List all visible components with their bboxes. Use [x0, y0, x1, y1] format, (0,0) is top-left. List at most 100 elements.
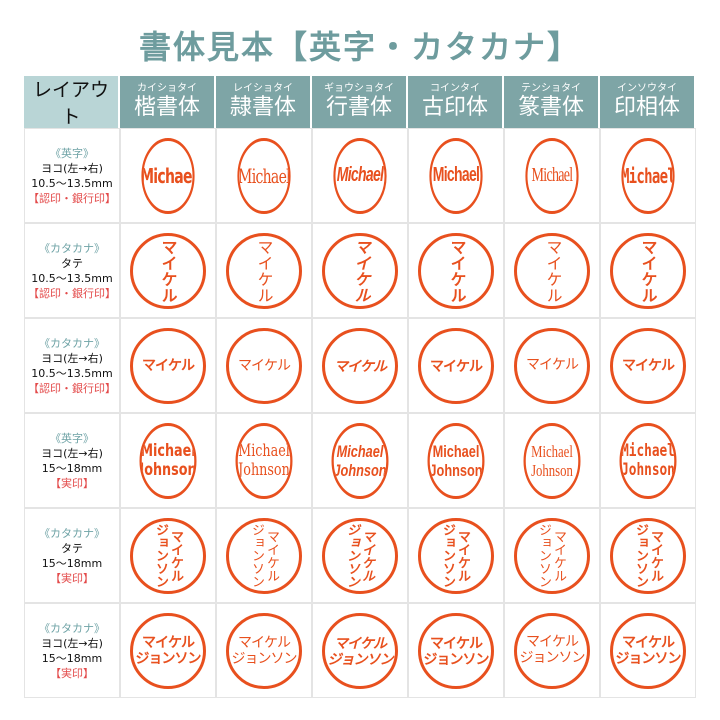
stamp-line: マイケル [334, 634, 387, 651]
stamp-line: マイケル [142, 634, 195, 651]
row-label: 《英字》 ヨコ(左→右) 10.5〜13.5mm 【認印・銀行印】 [24, 128, 120, 223]
sample-cell: Michael Johnson [216, 413, 312, 508]
sample-cell: マイケル ジョンソン [408, 603, 504, 698]
sample-cell: マイケル [120, 318, 216, 413]
stamp-sample: Michael [141, 137, 195, 214]
stamp-text: Michael Johnson [139, 440, 197, 480]
row-direction: ヨコ(左→右) [41, 636, 103, 650]
stamp-sample: マイケル [322, 232, 398, 309]
stamp-line: Johnson [621, 459, 675, 480]
row-use: 【実印】 [50, 666, 94, 680]
header-font-6: インソウタイ 印相体 [600, 76, 696, 128]
stamp-line: Johnson [333, 460, 387, 480]
sample-cell: マイケル [216, 318, 312, 413]
sample-cell: マイケル ジョンソン [600, 603, 696, 698]
row-label: 《カタカナ》 タテ 10.5〜13.5mm 【認印・銀行印】 [24, 223, 120, 318]
row-label: 《カタカナ》 ヨコ(左→右) 15〜18mm 【実印】 [24, 603, 120, 698]
stamp-text: Michael [531, 164, 574, 186]
stamp-line: Johnson [429, 460, 483, 480]
sample-cell: Michael Johnson [600, 413, 696, 508]
row-label: 《英字》 ヨコ(左→右) 15〜18mm 【実印】 [24, 413, 120, 508]
row-use: 【実印】 [50, 571, 94, 585]
stamp-line: ジョンソン [231, 650, 298, 667]
row-label: 《カタカナ》 タテ 15〜18mm 【実印】 [24, 508, 120, 603]
font-name: 篆書体 [517, 95, 584, 120]
stamp-text: Michael [336, 164, 384, 186]
stamp-sample: マイケル [130, 327, 206, 404]
sample-cell: Michael Johnson [504, 413, 600, 508]
sample-cell: マイケル [216, 223, 312, 318]
stamp-line: マイケル [552, 529, 567, 582]
sample-cell: マイケル [408, 318, 504, 413]
row-use: 【実印】 [50, 476, 94, 490]
stamp-text: マイケル ジョンソン [327, 634, 394, 667]
stamp-sample: Michael [621, 137, 675, 214]
stamp-text: Michael [621, 163, 675, 188]
sample-cell: マイケル [312, 318, 408, 413]
row-direction: タテ [61, 256, 83, 270]
stamp-text: マイケル [334, 357, 387, 374]
stamp-line: マイケル [264, 529, 279, 582]
sample-cell: Michael Johnson [408, 413, 504, 508]
stamp-line: ジョンソン [249, 523, 264, 588]
stamp-text: マイケル [430, 357, 483, 374]
row-script: 《英字》 [50, 146, 94, 160]
header-layout: レイアウト [24, 76, 120, 128]
stamp-sample: マイケル [226, 327, 302, 404]
stamp-line: Johnson [238, 459, 290, 480]
stamp-sample: Michael Johnson [427, 422, 485, 499]
font-name: 行書体 [325, 95, 392, 120]
stamp-text: マイケル ジョンソン [633, 523, 663, 588]
row-size: 10.5〜13.5mm [31, 271, 113, 285]
sample-cell: マイケル ジョンソン [312, 603, 408, 698]
header-font-3: ギョウショタイ 行書体 [312, 76, 408, 128]
stamp-sample: マイケル [514, 327, 590, 404]
font-kana: インソウタイ [617, 83, 677, 94]
stamp-line: Michael [621, 440, 675, 461]
stamp-sample: Michael [429, 137, 483, 214]
sample-cell: マイケル ジョンソン [216, 603, 312, 698]
stamp-line: ジョンソン [537, 523, 552, 588]
sample-cell: Michael Johnson [120, 413, 216, 508]
stamp-sample: Michael Johnson [331, 422, 389, 499]
stamp-line: マイケル [526, 634, 579, 650]
row-size: 10.5〜13.5mm [31, 176, 113, 190]
stamp-line: マイケル [168, 529, 183, 582]
font-kana: レイショタイ [233, 83, 293, 94]
sample-cell: Michael [312, 128, 408, 223]
row-size: 15〜18mm [41, 556, 103, 570]
stamp-text: Michael Johnson [531, 442, 573, 480]
stamp-line: マイケル [648, 529, 663, 582]
stamp-line: ジョンソン [327, 650, 394, 667]
stamp-sample: マイケル ジョンソン [514, 612, 590, 689]
stamp-sample: マイケル [418, 232, 494, 309]
stamp-sample: マイケル ジョンソン [226, 612, 302, 689]
sample-cell: Michael [504, 128, 600, 223]
header-font-4: コインタイ 古印体 [408, 76, 504, 128]
sample-cell: マイケル [600, 223, 696, 318]
stamp-line: Michael [140, 440, 196, 461]
stamp-text: Michael Johnson [429, 442, 483, 480]
stamp-text: マイケル ジョンソン [249, 523, 279, 588]
stamp-text: マイケル ジョンソン [153, 523, 183, 588]
stamp-sample: マイケル ジョンソン [322, 612, 398, 689]
stamp-sample: Michael [333, 137, 387, 214]
row-script: 《英字》 [50, 431, 94, 445]
sample-cell: マイケル [120, 223, 216, 318]
stamp-text: マイケル ジョンソン [231, 635, 298, 667]
stamp-sample: マイケル ジョンソン [418, 517, 494, 594]
header-font-5: テンショタイ 篆書体 [504, 76, 600, 128]
sample-cell: Michael [216, 128, 312, 223]
stamp-text: Michael [141, 163, 195, 188]
stamp-line: マイケル [360, 529, 375, 582]
stamp-sample: マイケル [610, 232, 686, 309]
stamp-line: ジョンソン [441, 523, 456, 588]
stamp-text: マイケル ジョンソン [616, 635, 682, 667]
stamp-sample: マイケル ジョンソン [226, 517, 302, 594]
row-script: 《カタカナ》 [39, 241, 105, 255]
row-size: 15〜18mm [41, 651, 103, 665]
stamp-sample: マイケル [130, 232, 206, 309]
sample-cell: マイケル ジョンソン [120, 603, 216, 698]
stamp-line: Johnson [139, 459, 197, 480]
stamp-text: マイケル ジョンソン [537, 523, 567, 588]
